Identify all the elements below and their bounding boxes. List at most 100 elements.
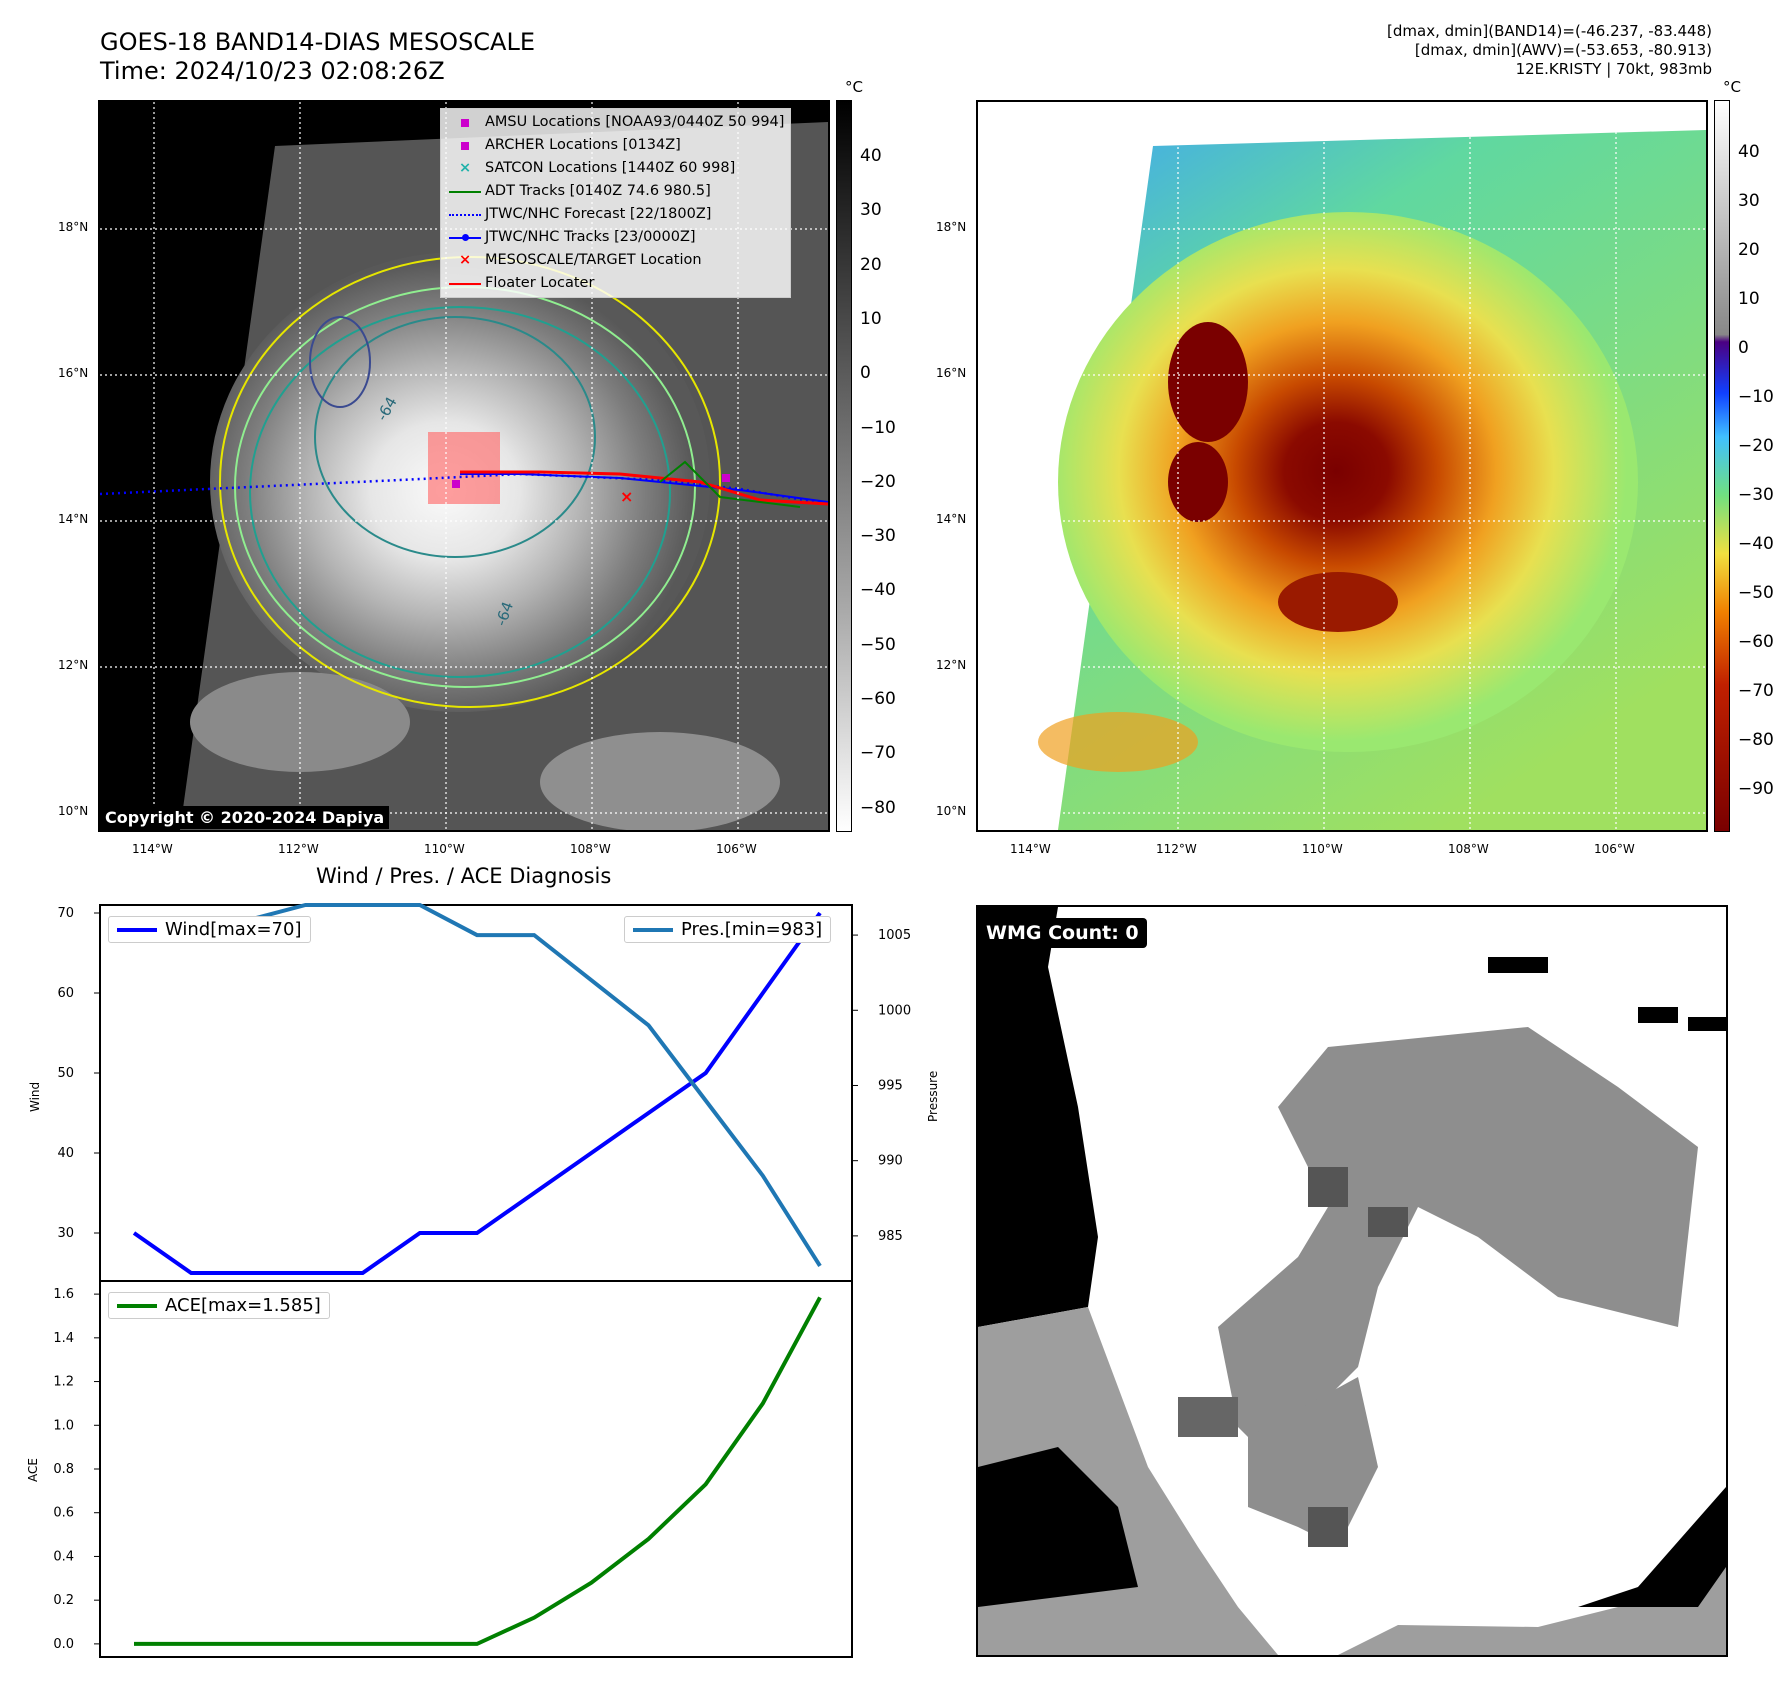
colorbar-tick: −90 [1738,779,1774,799]
pressure-legend-swatch [633,927,673,932]
awv-core [1168,442,1228,522]
wmg-black-cell [1688,1017,1726,1031]
legend-label: ARCHER Locations [0134Z] [485,137,681,153]
legend-satcon: × SATCON Locations [1440Z 60 998] [445,157,784,180]
awv-lon-112: 112°W [1156,842,1197,856]
colorbar-tick: 20 [860,254,882,275]
colorbar-left-unit: °C [845,78,863,96]
wmg-darker-cell [1368,1207,1408,1237]
awv-lon-110: 110°W [1302,842,1343,856]
wind-tick-label: 30 [57,1226,74,1241]
wmg-black-region [978,1447,1138,1607]
ace-legend-label: ACE[max=1.585] [165,1295,321,1316]
wind-axis-label: Wind [28,1081,42,1112]
legend-forecast: JTWC/NHC Forecast [22/1800Z] [445,203,784,226]
figure-title: GOES-18 BAND14-DIAS MESOSCALE Time: 2024… [100,28,535,86]
colorbar-tick: −80 [860,797,896,818]
legend-label: ADT Tracks [0140Z 74.6 980.5] [485,183,711,199]
ace-tick-label: 0.6 [53,1506,74,1521]
wind-legend-label: Wind[max=70] [165,919,302,940]
wmg-dark-region [1248,1377,1378,1547]
copyright-badge: Copyright © 2020-2024 Dapiya [100,806,390,829]
colorbar-tick: −80 [1738,730,1774,750]
awv-map-panel [976,100,1708,832]
pressure-tick-label: 1005 [878,928,911,943]
ace-axis-label: ACE [26,1458,40,1482]
awv-core [1168,322,1248,442]
colorbar-tick: −50 [860,634,896,655]
wind-tick-label: 40 [57,1146,74,1161]
legend-archer: ARCHER Locations [0134Z] [445,134,784,157]
wmg-panel [976,905,1728,1657]
ir-lat-14: 14°N [58,512,89,526]
stats-line-1: [dmax, dmin](BAND14)=(-46.237, -83.448) [1387,22,1712,40]
archer-marker [452,480,460,488]
floater-track [460,470,828,506]
legend-label: SATCON Locations [1440Z 60 998] [485,160,736,176]
ace-tick-label: 0.2 [53,1593,74,1608]
legend-amsu: AMSU Locations [NOAA93/0440Z 50 994] [445,111,784,134]
wmg-gray-region [1338,1497,1726,1655]
diagnosis-title: Wind / Pres. / ACE Diagnosis [316,864,612,888]
target-box [428,432,500,504]
pressure-legend-label: Pres.[min=983] [681,919,823,940]
ace-legend: ACE[max=1.585] [108,1292,330,1319]
title-line-2: Time: 2024/10/23 02:08:26Z [100,57,445,85]
stats-line-2: [dmax, dmin](AWV)=(-53.653, -80.913) [1414,41,1712,59]
wmg-darker-cell [1308,1167,1348,1207]
colorbar-tick: −30 [860,526,896,547]
pressure-tick-label: 990 [878,1154,903,1169]
legend-label: Floater Locater [485,275,595,291]
colorbar-tick: −60 [1738,632,1774,652]
wmg-black-cell [1488,957,1548,973]
wmg-black-region [978,907,1098,1327]
wind-tick-label: 70 [57,906,74,921]
ace-tick-label: 1.4 [53,1331,74,1346]
ace-axes [99,1280,853,1658]
colorbar-tick: 30 [1738,191,1760,211]
pressure-axis-label: Pressure [926,1070,940,1122]
pressure-tick-label: 985 [878,1229,903,1244]
awv-core [1278,572,1398,632]
cloud-band [540,732,780,830]
colorbar-tick: −10 [1738,387,1774,407]
colorbar-tick: 10 [860,308,882,329]
ir-lat-12: 12°N [58,658,89,672]
colorbar-tick: 0 [860,363,871,384]
ace-tick-label: 1.6 [53,1287,74,1302]
awv-lon-114: 114°W [1010,842,1051,856]
ace-tick-label: 0.8 [53,1462,74,1477]
awv-lat-12: 12°N [936,658,967,672]
title-line-1: GOES-18 BAND14-DIAS MESOSCALE [100,28,536,56]
colorbar-tick: 40 [860,146,882,166]
awv-lon-108: 108°W [1448,842,1489,856]
colorbar-tick: −10 [860,417,896,438]
legend-label: JTWC/NHC Tracks [23/0000Z] [485,229,696,245]
legend-label: MESOSCALE/TARGET Location [485,252,702,268]
awv-band [1038,712,1198,772]
adt-track [659,460,801,508]
awv-gridlines [978,102,1706,830]
contour-inner [314,316,596,558]
wmg-svg [978,907,1726,1655]
pressure-legend: Pres.[min=983] [624,916,832,943]
colorbar-tick: −40 [1738,534,1774,554]
ir-lon-112: 112°W [278,842,319,856]
wmg-count-badge: WMG Count: 0 [978,918,1147,948]
awv-map-svg [978,102,1706,830]
ir-lon-114: 114°W [132,842,173,856]
ace-tick-label: 1.2 [53,1375,74,1390]
colorbar-tick: 40 [1738,142,1760,162]
colorbar-right-unit: °C [1723,78,1741,96]
stats-block: [dmax, dmin](BAND14)=(-46.237, -83.448) … [1387,22,1712,79]
ir-lat-16: 16°N [58,366,89,380]
ir-lon-108: 108°W [570,842,611,856]
wind-pres-axes [99,904,853,1282]
legend-floater: Floater Locater [445,272,784,295]
awv-lat-10: 10°N [936,804,967,818]
ace-series-line [134,1296,822,1646]
colorbar-tick: −70 [1738,681,1774,701]
colorbar-tick: −50 [1738,583,1774,603]
pressure-tick-label: 1000 [878,1003,911,1018]
colorbar-tick: −30 [1738,485,1774,505]
